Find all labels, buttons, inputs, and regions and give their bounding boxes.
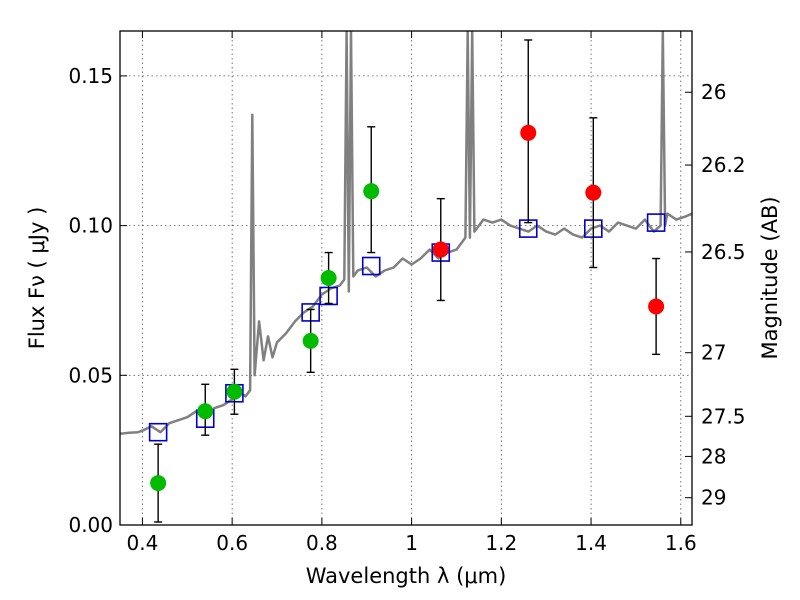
y-axis-label: Flux Fν ( μJy ) [25, 207, 49, 350]
y-tick-label: 0.15 [68, 64, 113, 88]
right-tick-label: 29 [701, 486, 726, 510]
x-axis-label: Wavelength λ (μm) [306, 564, 507, 588]
photometry-point [648, 298, 665, 315]
plot-area [120, 31, 692, 523]
model-photometry-square [361, 256, 381, 276]
y-tick-label: 0.00 [68, 513, 113, 537]
x-tick-label: 1.4 [575, 531, 607, 555]
photometry-point [432, 241, 449, 258]
right-tick-label: 26.2 [701, 153, 746, 177]
x-tick-label: 0.6 [216, 531, 248, 555]
x-tick-label: 1.6 [665, 531, 697, 555]
photometry-point [302, 332, 319, 349]
photometry-point [197, 403, 214, 420]
right-tick-label: 26 [701, 80, 726, 104]
x-tick-label: 0.8 [306, 531, 338, 555]
photometry-point [363, 183, 380, 200]
model-spectrum-line [120, 31, 692, 435]
photometry-point [226, 383, 243, 400]
model-photometry-square [148, 422, 168, 442]
photometry-point [150, 475, 167, 492]
y-tick-label: 0.05 [68, 363, 113, 387]
right-tick-label: 26.5 [701, 240, 746, 264]
right-tick-label: 27 [701, 341, 726, 365]
x-tick-label: 1 [405, 531, 418, 555]
plot-frame [119, 30, 693, 526]
photometry-point [520, 124, 537, 141]
y-axis: 0.00 0.05 0.10 0.15 [68, 64, 127, 537]
x-tick-label: 1.2 [485, 531, 517, 555]
x-axis: 0.4 0.6 0.8 1 1.2 1.4 1.6 [127, 31, 697, 555]
right-tick-label: 28 [701, 444, 726, 468]
photometry-point [585, 184, 602, 201]
model-spectrum-layer [120, 31, 692, 435]
y-tick-label: 0.10 [68, 214, 113, 238]
right-tick-label: 27.5 [701, 404, 746, 428]
right-axis: 26 26.2 26.5 27 27.5 28 29 [685, 80, 746, 510]
grid [120, 31, 692, 525]
photometry-layer [148, 39, 666, 523]
right-axis-label: Magnitude (AB) [758, 196, 782, 359]
photometry-point [320, 270, 337, 286]
x-tick-label: 0.4 [127, 531, 159, 555]
model-photometry-square [646, 213, 666, 232]
